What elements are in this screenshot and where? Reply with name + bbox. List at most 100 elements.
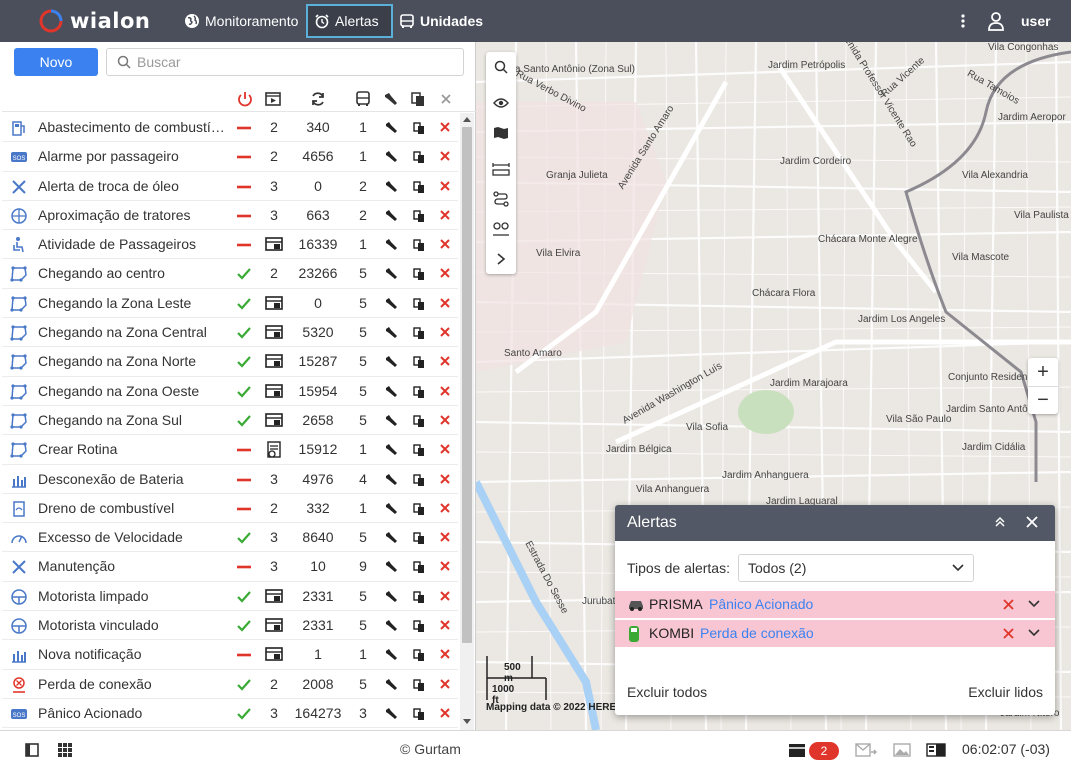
alert-name[interactable]: Abastecimento de combustível xyxy=(38,119,228,135)
copy-icon[interactable] xyxy=(412,414,426,428)
copy-icon[interactable] xyxy=(412,648,426,662)
close-icon[interactable] xyxy=(437,90,455,108)
power-icon[interactable] xyxy=(236,90,254,108)
enabled-check-icon[interactable] xyxy=(236,413,252,429)
alert-row[interactable]: Motorista vinculado 2331 5 xyxy=(2,611,458,641)
delete-icon[interactable] xyxy=(438,354,452,368)
alert-row[interactable]: Chegando na Zona Norte 15287 5 xyxy=(2,347,458,377)
edit-wrench-icon[interactable] xyxy=(384,678,398,692)
edit-wrench-icon[interactable] xyxy=(384,326,398,340)
enabled-check-icon[interactable] xyxy=(236,325,252,341)
delete-icon[interactable] xyxy=(438,706,452,720)
delete-icon[interactable] xyxy=(438,647,452,661)
alert-name[interactable]: Nova notificação xyxy=(38,646,142,663)
enabled-check-icon[interactable] xyxy=(236,618,252,634)
copy-icon[interactable] xyxy=(412,502,426,516)
zoom-in-button[interactable]: + xyxy=(1037,360,1049,383)
chevron-down-icon[interactable] xyxy=(1028,629,1040,637)
disabled-dash-icon[interactable] xyxy=(236,149,252,165)
alert-name[interactable]: Chegando na Zona Sul xyxy=(38,411,182,428)
notifications-count[interactable]: 2 xyxy=(809,742,839,760)
alert-row[interactable]: Manutenção 3 10 9 xyxy=(2,552,458,582)
enabled-check-icon[interactable] xyxy=(236,296,252,312)
kebab-menu-icon[interactable] xyxy=(955,10,971,32)
disabled-dash-icon[interactable] xyxy=(236,501,252,517)
edit-wrench-icon[interactable] xyxy=(384,707,398,721)
alert-name[interactable]: Alarme por passageiro xyxy=(38,148,179,165)
map-expand-button[interactable] xyxy=(486,244,516,274)
copy-icon[interactable] xyxy=(412,355,426,369)
map-search-button[interactable] xyxy=(486,52,516,82)
alert-name[interactable]: Chegando la Zona Leste xyxy=(38,294,192,311)
copy-icon[interactable] xyxy=(412,531,426,545)
delete-icon[interactable] xyxy=(438,413,452,427)
edit-wrench-icon[interactable] xyxy=(384,150,398,164)
alert-name[interactable]: Motorista vinculado xyxy=(38,617,159,634)
enabled-check-icon[interactable] xyxy=(236,530,252,546)
alert-name[interactable]: Chegando ao centro xyxy=(38,265,165,282)
action-video-icon[interactable] xyxy=(264,90,282,108)
wialon-logo[interactable]: wialon xyxy=(38,8,150,34)
enabled-check-icon[interactable] xyxy=(236,354,252,370)
chevron-down-icon[interactable] xyxy=(1028,600,1040,608)
alert-name[interactable]: Excesso de Velocidade xyxy=(38,529,183,546)
collapse-icon[interactable] xyxy=(993,515,1007,529)
alert-name[interactable]: Pânico Acionado xyxy=(709,596,814,612)
alert-name[interactable]: Pânico Acionado xyxy=(38,704,143,721)
close-icon[interactable] xyxy=(1025,515,1039,529)
delete-icon[interactable] xyxy=(438,559,452,573)
delete-icon[interactable] xyxy=(438,442,452,456)
edit-wrench-icon[interactable] xyxy=(384,531,398,545)
disabled-dash-icon[interactable] xyxy=(236,120,252,136)
alert-row[interactable]: Dreno de combustível 2 332 1 xyxy=(2,494,458,524)
alert-name[interactable]: Perda de conexão xyxy=(38,675,152,692)
disabled-dash-icon[interactable] xyxy=(236,442,252,458)
wrench-icon[interactable] xyxy=(382,90,400,108)
map-route-button[interactable] xyxy=(486,184,516,214)
alert-name[interactable]: Atividade de Passageiros xyxy=(38,236,196,253)
alert-row[interactable]: Crear Rotina 15912 1 xyxy=(2,435,458,465)
enabled-check-icon[interactable] xyxy=(236,677,252,693)
user-icon[interactable] xyxy=(986,10,1006,32)
delete-read-button[interactable]: Excluir lidos xyxy=(968,684,1043,700)
alert-row[interactable]: Perda de conexão 2 2008 5 xyxy=(2,670,458,699)
disabled-dash-icon[interactable] xyxy=(236,208,252,224)
alert-name[interactable]: Aproximação de tratores xyxy=(38,206,191,223)
alert-name[interactable]: Motorista limpado xyxy=(38,587,149,604)
alert-row[interactable]: Atividade de Passageiros 16339 1 xyxy=(2,230,458,260)
edit-wrench-icon[interactable] xyxy=(384,590,398,604)
copy-icon[interactable] xyxy=(412,121,426,135)
scrollbar[interactable] xyxy=(460,113,474,730)
edit-wrench-icon[interactable] xyxy=(384,121,398,135)
disabled-dash-icon[interactable] xyxy=(236,237,252,253)
copy-icon[interactable] xyxy=(412,385,426,399)
disabled-dash-icon[interactable] xyxy=(236,559,252,575)
alert-row[interactable]: Chegando na Zona Central 5320 5 xyxy=(2,318,458,348)
apps-grid-icon[interactable] xyxy=(57,742,73,758)
edit-wrench-icon[interactable] xyxy=(384,238,398,252)
enabled-check-icon[interactable] xyxy=(236,384,252,400)
alert-row[interactable]: SOS Pânico Acionado 3 164273 3 xyxy=(2,699,458,729)
alert-row[interactable]: Chegando na Zona Sul 2658 5 xyxy=(2,406,458,436)
scroll-up-icon[interactable] xyxy=(463,116,471,122)
alert-row[interactable]: Aproximação de tratores 3 663 2 xyxy=(2,201,458,231)
edit-wrench-icon[interactable] xyxy=(384,648,398,662)
edit-wrench-icon[interactable] xyxy=(384,560,398,574)
edit-wrench-icon[interactable] xyxy=(384,473,398,487)
map-layers-button[interactable] xyxy=(486,118,516,148)
map-ruler-button[interactable] xyxy=(486,154,516,184)
alert-name[interactable]: Manutenção xyxy=(38,558,116,575)
alert-row[interactable]: SOS Alarme por passageiro 2 4656 1 xyxy=(2,142,458,172)
delete-icon[interactable] xyxy=(438,208,452,222)
nav-monitoramento[interactable]: Monitoramento xyxy=(178,4,304,38)
copy-icon[interactable] xyxy=(412,180,426,194)
alert-name[interactable]: Crear Rotina xyxy=(38,441,118,458)
copy-icon[interactable] xyxy=(412,238,426,252)
copy-icon[interactable] xyxy=(412,443,426,457)
enabled-check-icon[interactable] xyxy=(236,266,252,282)
search-input[interactable] xyxy=(137,52,457,72)
scroll-down-icon[interactable] xyxy=(463,719,471,725)
alert-name[interactable]: Chegando na Zona Oeste xyxy=(38,382,200,399)
refresh-icon[interactable] xyxy=(309,90,327,108)
edit-wrench-icon[interactable] xyxy=(384,267,398,281)
